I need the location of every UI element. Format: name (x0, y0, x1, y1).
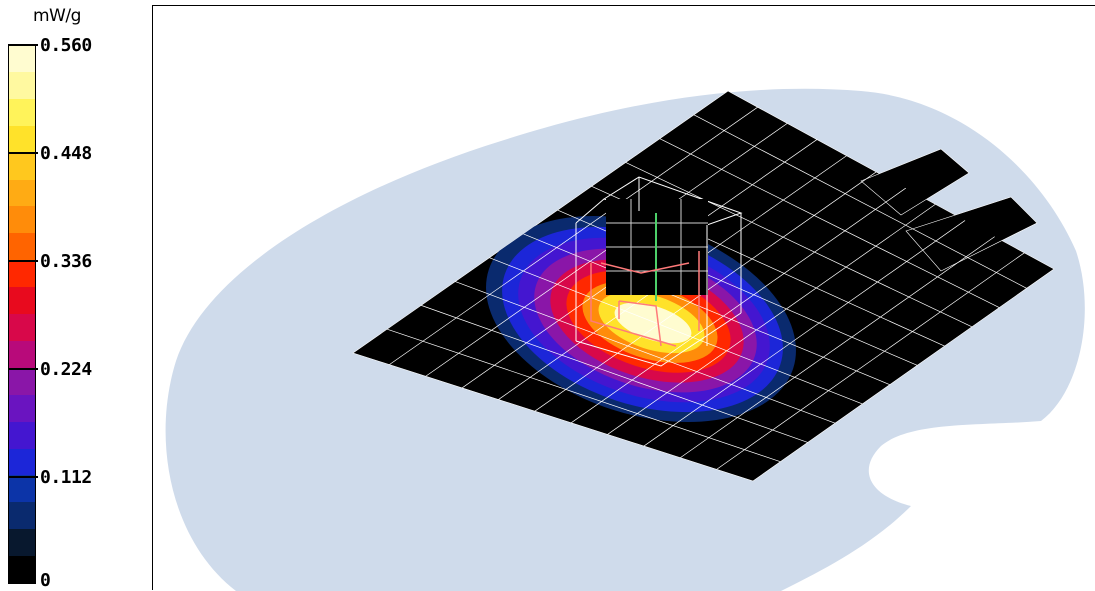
grid-line (659, 138, 1000, 308)
grid-line (625, 162, 973, 328)
legend-color-band (9, 206, 35, 234)
grid-line (386, 328, 781, 463)
legend-color-band (9, 340, 35, 369)
legend-tick-line (8, 44, 38, 46)
grid-line (680, 236, 995, 459)
legend-tick-label: 0.560 (40, 35, 92, 56)
sar-3d-plot (152, 5, 1095, 591)
measurement-grid-tab (860, 148, 970, 216)
legend-tick-label: 0 (40, 570, 51, 591)
legend-unit-label: mW/g (33, 6, 81, 26)
legend-tick-label: 0.112 (40, 467, 92, 488)
legend-color-band (9, 367, 35, 396)
measurement-grid-tab (905, 196, 1038, 272)
legend-tick-line (8, 368, 38, 370)
zoom-scan-inner-frame (590, 251, 700, 347)
legend-color-band (9, 233, 35, 261)
legend-tick-line (8, 476, 38, 478)
grid-line (607, 203, 936, 435)
legend-color-band (9, 529, 35, 557)
legend-color-band (9, 45, 35, 73)
grid-line (421, 305, 808, 443)
zoom-scan-wireframe (575, 177, 742, 367)
grid-line (570, 187, 907, 424)
legend-tick-line (8, 152, 38, 154)
zoom-scan-volume (575, 176, 743, 367)
legend-color-band (9, 125, 35, 154)
legend-color-band (9, 260, 35, 288)
grid-line (389, 106, 758, 365)
sar-3d-plot-svg (165, 88, 1085, 591)
legend-tick-label: 0.224 (40, 359, 92, 380)
legend-color-band (9, 98, 35, 127)
legend-tick-line (8, 260, 38, 262)
grid-line (693, 114, 1027, 289)
legend-color-band (9, 394, 35, 423)
grid-line (643, 220, 966, 447)
legend-color-band (9, 556, 35, 584)
legend-color-band (9, 71, 35, 100)
legend-color-band (9, 287, 35, 315)
grid-line (455, 281, 836, 424)
legend-color-band (9, 502, 35, 530)
color-legend: mW/g 0.560 0.448 0.336 0.224 0.112 0 (0, 0, 150, 591)
grid-line (716, 252, 1025, 470)
grid-line (489, 257, 863, 405)
legend-color-band (9, 314, 35, 342)
legend-color-band (9, 179, 35, 207)
legend-colorbar (8, 44, 36, 584)
legend-tick-label: 0.448 (40, 143, 92, 164)
legend-color-band (9, 152, 35, 180)
legend-color-band (9, 448, 35, 476)
legend-color-band (9, 475, 35, 503)
legend-color-band (9, 421, 35, 449)
legend-tick-label: 0.336 (40, 251, 92, 272)
